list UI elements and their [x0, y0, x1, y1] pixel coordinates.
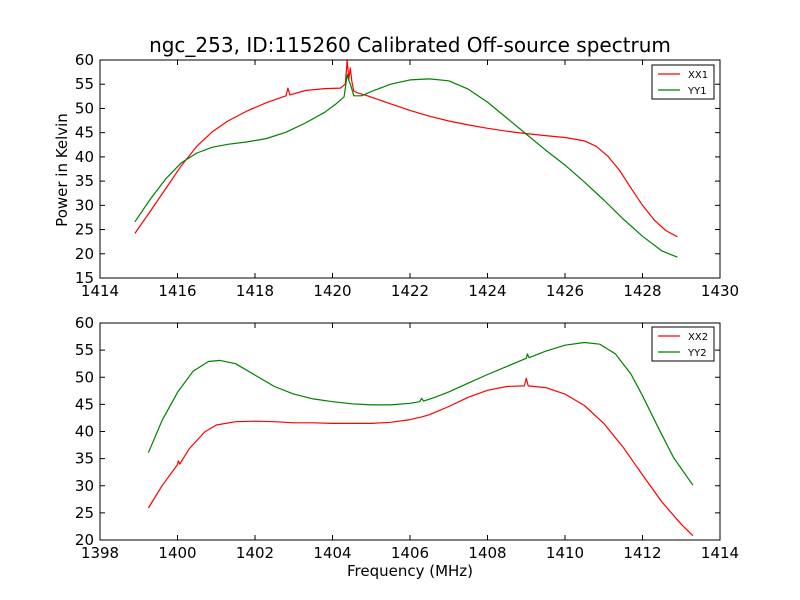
- top-x-tick-label: 1426: [546, 282, 584, 300]
- top-y-tick-label: 15: [75, 269, 94, 287]
- top-x-tick-label: 1418: [236, 282, 274, 300]
- bottom-x-tick-label: 1406: [391, 544, 429, 562]
- top-y-tick-label: 40: [75, 148, 94, 166]
- bottom-series: [147, 341, 694, 537]
- top-x-tick-label: 1416: [158, 282, 196, 300]
- bottom-chart: 1398 1400 1402 1404 1406 1408 1410 1412 1414 202…: [75, 314, 739, 580]
- bottom-x-ticks: 1398 1400 1402 1404 1406 1408 1410 1412 1414: [81, 323, 739, 562]
- top-chart: ngc_253, ID:115260 Calibrated Off-source…: [53, 33, 739, 300]
- top-series: [134, 59, 678, 258]
- top-x-tick-label: 1424: [468, 282, 506, 300]
- bottom-chart-x-axis-label: Frequency (MHz): [347, 562, 473, 580]
- top-y-tick-label: 25: [75, 221, 94, 239]
- top-legend: XX1 YY1: [651, 64, 715, 100]
- bottom-y-tick-label: 60: [75, 314, 94, 332]
- top-y-tick-label: 45: [75, 124, 94, 142]
- series-line-xx1: [134, 59, 678, 238]
- top-x-tick-label: 1428: [623, 282, 661, 300]
- bottom-x-tick-label: 1412: [623, 544, 661, 562]
- top-y-tick-label: 35: [75, 172, 94, 190]
- bottom-plot-frame: [99, 322, 721, 541]
- top-x-tick-label: 1422: [391, 282, 429, 300]
- bottom-legend-box: [651, 326, 715, 362]
- top-y-ticks: 15 20 25 30 35 40 45 50 55 60: [75, 51, 720, 287]
- top-chart-title: ngc_253, ID:115260 Calibrated Off-source…: [149, 33, 671, 57]
- bottom-y-tick-label: 40: [75, 423, 94, 441]
- top-x-tick-label: 1430: [701, 282, 739, 300]
- legend-xx1-label: XX1: [688, 70, 708, 81]
- top-x-ticks: 1414 1416 1418 1420 1422 1424 1426 1428 1430: [81, 60, 739, 300]
- bottom-y-ticks: 20 25 30 35 40 45 50 55 60: [75, 314, 720, 549]
- bottom-x-tick-label: 1408: [468, 544, 506, 562]
- top-y-tick-label: 55: [75, 75, 94, 93]
- top-y-tick-label: 50: [75, 99, 94, 117]
- top-y-tick-label: 20: [75, 245, 94, 263]
- bottom-y-tick-label: 25: [75, 504, 94, 522]
- top-plot-frame: [99, 59, 721, 279]
- top-legend-box: [651, 64, 715, 100]
- bottom-plot-area: [100, 323, 720, 540]
- top-x-tick-label: 1414: [81, 282, 119, 300]
- bottom-x-tick-label: 1410: [546, 544, 584, 562]
- bottom-y-tick-label: 20: [75, 531, 94, 549]
- bottom-x-tick-label: 1402: [236, 544, 274, 562]
- bottom-y-tick-label: 45: [75, 395, 94, 413]
- top-x-tick-label: 1420: [313, 282, 351, 300]
- bottom-x-tick-label: 1414: [701, 544, 739, 562]
- bottom-y-tick-label: 55: [75, 341, 94, 359]
- bottom-y-tick-label: 35: [75, 450, 94, 468]
- bottom-x-tick-label: 1404: [313, 544, 351, 562]
- legend-xx2-label: XX2: [688, 332, 708, 343]
- series-line-xx2: [147, 377, 694, 537]
- series-line-yy2: [147, 341, 694, 486]
- legend-yy2-label: YY2: [687, 348, 707, 359]
- bottom-y-tick-label: 30: [75, 477, 94, 495]
- top-chart-y-axis-label: Power in Kelvin: [53, 113, 71, 227]
- bottom-legend: XX2 YY2: [651, 326, 715, 362]
- bottom-y-tick-label: 50: [75, 368, 94, 386]
- series-line-yy1: [134, 73, 678, 258]
- bottom-x-tick-label: 1400: [158, 544, 196, 562]
- bottom-x-tick-label: 1398: [81, 544, 119, 562]
- top-y-tick-label: 60: [75, 51, 94, 69]
- legend-yy1-label: YY1: [687, 86, 707, 97]
- top-y-tick-label: 30: [75, 196, 94, 214]
- top-plot-area: [100, 60, 720, 278]
